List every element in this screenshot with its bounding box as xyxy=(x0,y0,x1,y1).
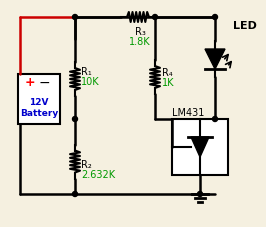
Text: R₄: R₄ xyxy=(162,68,173,78)
Polygon shape xyxy=(205,50,225,70)
Circle shape xyxy=(73,15,77,20)
Circle shape xyxy=(197,192,202,197)
Circle shape xyxy=(213,15,218,20)
Text: LED: LED xyxy=(233,21,257,31)
Circle shape xyxy=(152,15,157,20)
Text: 12V
Battery: 12V Battery xyxy=(20,98,58,117)
Circle shape xyxy=(213,117,218,122)
Text: R₂: R₂ xyxy=(81,160,92,170)
Text: R₃: R₃ xyxy=(135,27,146,37)
Text: R₁: R₁ xyxy=(81,67,92,77)
Text: +: + xyxy=(24,76,35,89)
Polygon shape xyxy=(191,137,209,157)
Text: 10K: 10K xyxy=(81,77,100,87)
Text: −: − xyxy=(38,76,50,90)
Circle shape xyxy=(73,192,77,197)
Text: 2.632K: 2.632K xyxy=(81,170,115,180)
Text: 1K: 1K xyxy=(162,78,174,88)
Bar xyxy=(18,75,60,124)
Text: 1.8K: 1.8K xyxy=(129,37,151,47)
Text: LM431: LM431 xyxy=(172,108,204,118)
Circle shape xyxy=(73,117,77,122)
Bar xyxy=(172,119,228,175)
